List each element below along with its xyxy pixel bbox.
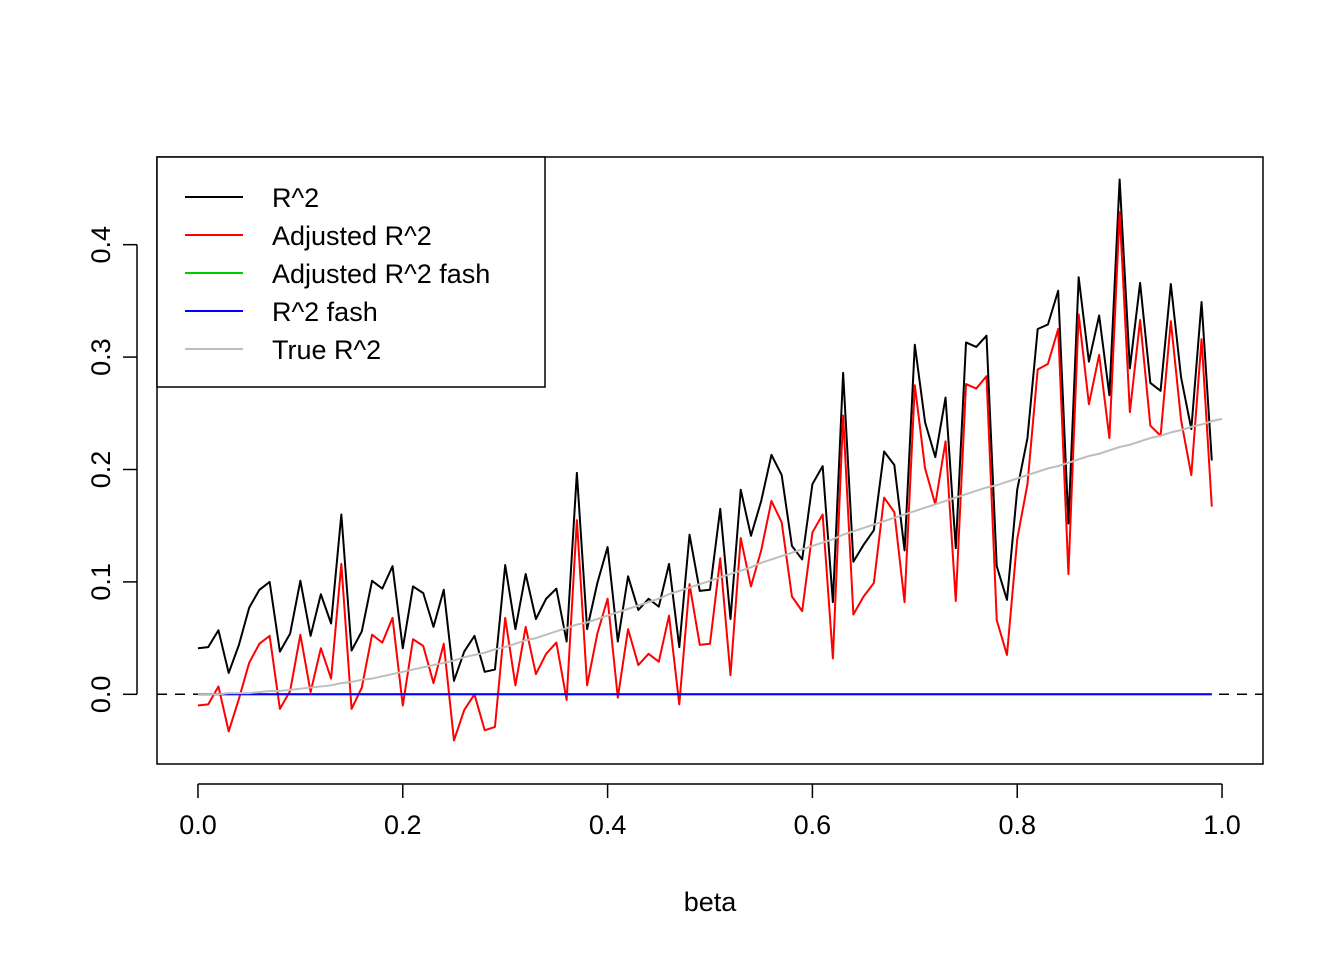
x-tick-label: 0.2 <box>384 810 422 840</box>
plot-frame <box>156 156 1264 765</box>
series-line-1 <box>197 211 1213 742</box>
legend-label-3: R^2 fash <box>272 297 378 327</box>
series-layer <box>157 178 1263 742</box>
x-tick-label: 0.4 <box>589 810 627 840</box>
legend-label-0: R^2 <box>272 183 319 213</box>
series-line-4 <box>197 417 1223 696</box>
x-tick-label: 1.0 <box>1203 810 1241 840</box>
axes-layer: 0.0 0.2 0.4 0.6 0.8 1.0 0.0 0.1 0.2 0.3 0.4 <box>86 226 1241 840</box>
series-line-0 <box>197 178 1213 682</box>
y-tick-label: 0.4 <box>86 226 116 264</box>
y-tick-label: 0.3 <box>86 338 116 376</box>
x-tick-label: 0.6 <box>794 810 832 840</box>
legend-label-1: Adjusted R^2 <box>272 221 432 251</box>
y-tick-label: 0.0 <box>86 676 116 714</box>
x-tick-label: 0.0 <box>179 810 217 840</box>
y-tick-label: 0.1 <box>86 563 116 601</box>
legend-label-4: True R^2 <box>272 335 381 365</box>
x-tick-label: 0.8 <box>998 810 1036 840</box>
legend-label-2: Adjusted R^2 fash <box>272 259 490 289</box>
y-tick-label: 0.2 <box>86 451 116 489</box>
x-axis-title: beta <box>684 887 738 917</box>
legend: R^2 Adjusted R^2 Adjusted R^2 fash R^2 fash… <box>156 156 546 388</box>
